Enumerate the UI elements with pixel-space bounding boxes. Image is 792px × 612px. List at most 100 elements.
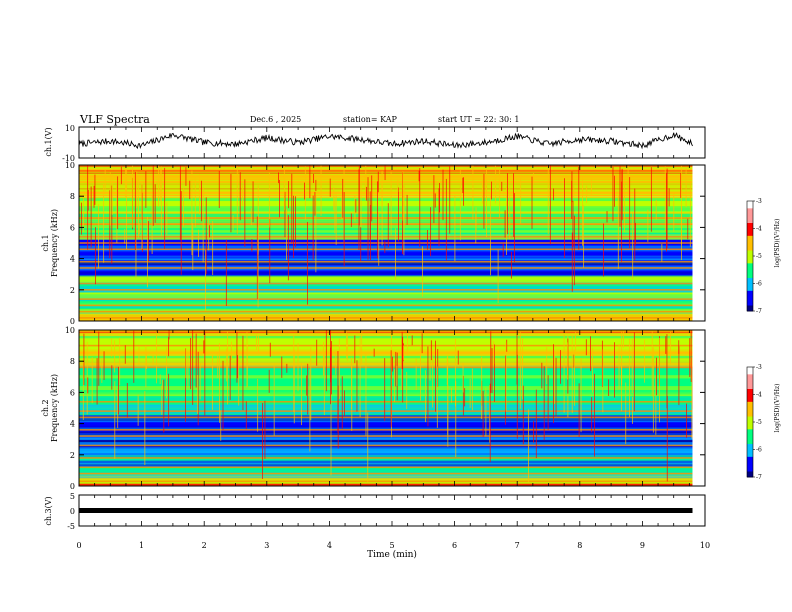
colorbar-segment <box>747 252 753 255</box>
spectrogram-spike <box>323 351 325 416</box>
colorbar-segment <box>747 289 753 292</box>
colorbar-segment <box>747 469 753 472</box>
spectrogram-spike <box>359 336 361 418</box>
spectrogram-texture <box>79 458 693 463</box>
spectrogram-spike <box>627 165 629 196</box>
colorbar-segment <box>747 462 753 465</box>
colorbar-segment <box>747 243 753 246</box>
spectrogram-spike <box>590 336 591 372</box>
spectrogram-spike <box>361 330 363 364</box>
colorbar-segment <box>747 418 753 421</box>
spectrogram-spike <box>606 211 608 223</box>
spectrogram-spike <box>135 227 137 278</box>
spectrogram-line <box>79 289 693 291</box>
colorbar-segment <box>747 433 753 436</box>
spectrogram-spike <box>601 340 603 388</box>
spectrogram-texture <box>79 441 693 445</box>
spectrogram-spike <box>159 374 161 385</box>
colorbar-segment <box>747 287 753 290</box>
spectrogram-texture <box>79 334 693 337</box>
spectrogram-spike <box>632 396 633 424</box>
spectrogram-spike <box>341 195 343 220</box>
ch2-spectrogram-image <box>79 330 705 486</box>
spectrogram-spike <box>471 368 473 411</box>
spectrogram-spike <box>384 165 386 181</box>
ytick-label: 0 <box>70 317 75 326</box>
colorbar-tick-label: -4 <box>756 226 762 233</box>
ch1-spectrogram-yticks: 0 2 4 6 8 10 <box>65 161 705 326</box>
spectrogram-spike <box>629 338 630 417</box>
spectrogram-texture <box>79 206 693 208</box>
spectrogram-texture <box>79 214 693 218</box>
colorbar-segment <box>747 456 753 460</box>
spectrogram-line <box>79 304 693 307</box>
spectrogram-spike <box>212 221 214 275</box>
spectrogram-spike <box>659 337 660 423</box>
spectrogram-spike <box>304 166 306 220</box>
spectrogram-spike <box>145 345 147 388</box>
spectrogram-spike <box>111 338 113 357</box>
spectrogram-spike <box>90 186 92 248</box>
spectrogram-spike <box>462 177 464 194</box>
spectrogram-texture <box>79 266 693 272</box>
spectrogram-spike <box>279 179 280 218</box>
header-station: station= KAP <box>343 115 398 124</box>
colorbar-tick-label: -4 <box>756 392 762 399</box>
spectrogram-spike <box>502 243 504 258</box>
ch2-frequency-ylabel: Frequency (kHz) <box>50 374 59 442</box>
spectrogram-spike <box>83 196 85 233</box>
spectrogram-spike <box>594 373 595 457</box>
spectrogram-spike <box>507 173 508 235</box>
colorbar-segment <box>747 438 753 441</box>
spectrogram-spike <box>333 187 335 211</box>
colorbar-segment <box>747 204 753 207</box>
colorbar-segment <box>747 385 753 388</box>
ch1-spectrogram-ylabel: ch.1 <box>41 234 50 251</box>
spectrogram-texture <box>79 418 693 420</box>
colorbar-segment <box>747 267 753 270</box>
spectrogram-texture <box>79 406 693 409</box>
spectrogram-line <box>79 435 693 437</box>
spectrogram-spike <box>355 199 357 213</box>
spectrogram-spike <box>366 186 368 201</box>
spectrogram-line <box>79 223 693 226</box>
spectrogram-spike <box>614 175 615 207</box>
spectrogram-spike <box>634 188 636 261</box>
spectrogram-spike <box>583 205 585 268</box>
spectrogram-spike <box>427 346 429 427</box>
spectrogram-spike <box>360 227 362 261</box>
spectrogram-spike <box>469 378 471 408</box>
spectrogram-spike <box>356 360 358 412</box>
spectrogram-spike <box>533 173 534 185</box>
spectrogram-spike <box>618 343 620 390</box>
colorbar-segment <box>747 270 753 273</box>
spectrogram-texture <box>79 358 693 361</box>
xtick-label: 4 <box>327 541 332 550</box>
spectrogram-spike <box>608 379 610 396</box>
spectrogram-texture <box>79 279 693 283</box>
spectrogram-texture <box>79 335 693 340</box>
spectrogram-spike <box>159 168 161 201</box>
spectrogram-spike <box>293 335 295 413</box>
spectrogram-spike <box>337 351 339 433</box>
spectrogram-spike <box>236 166 238 234</box>
spectrogram-spike <box>202 187 204 263</box>
spectrogram-line <box>79 217 693 219</box>
spectrogram-spike <box>287 215 289 281</box>
spectrogram-line <box>79 366 693 369</box>
spectrogram-spike <box>483 173 485 229</box>
spectrogram-spike <box>144 391 146 466</box>
spectrogram-spike <box>126 382 128 418</box>
colorbar-segment <box>747 453 753 456</box>
spectrogram-spike <box>586 185 588 203</box>
colorbar-segment <box>747 420 753 423</box>
spectrogram-spike <box>481 356 483 419</box>
spectrogram-spike <box>86 341 88 415</box>
spectrogram-spike <box>381 171 383 207</box>
ch2-spectrogram-ylabel: ch.2 <box>41 399 50 416</box>
spectrogram-spike <box>621 169 623 221</box>
spectrogram-spike <box>197 375 199 414</box>
colorbar-segment <box>747 416 753 419</box>
spectrogram-line <box>79 235 693 238</box>
spectrogram-spike <box>286 363 288 373</box>
